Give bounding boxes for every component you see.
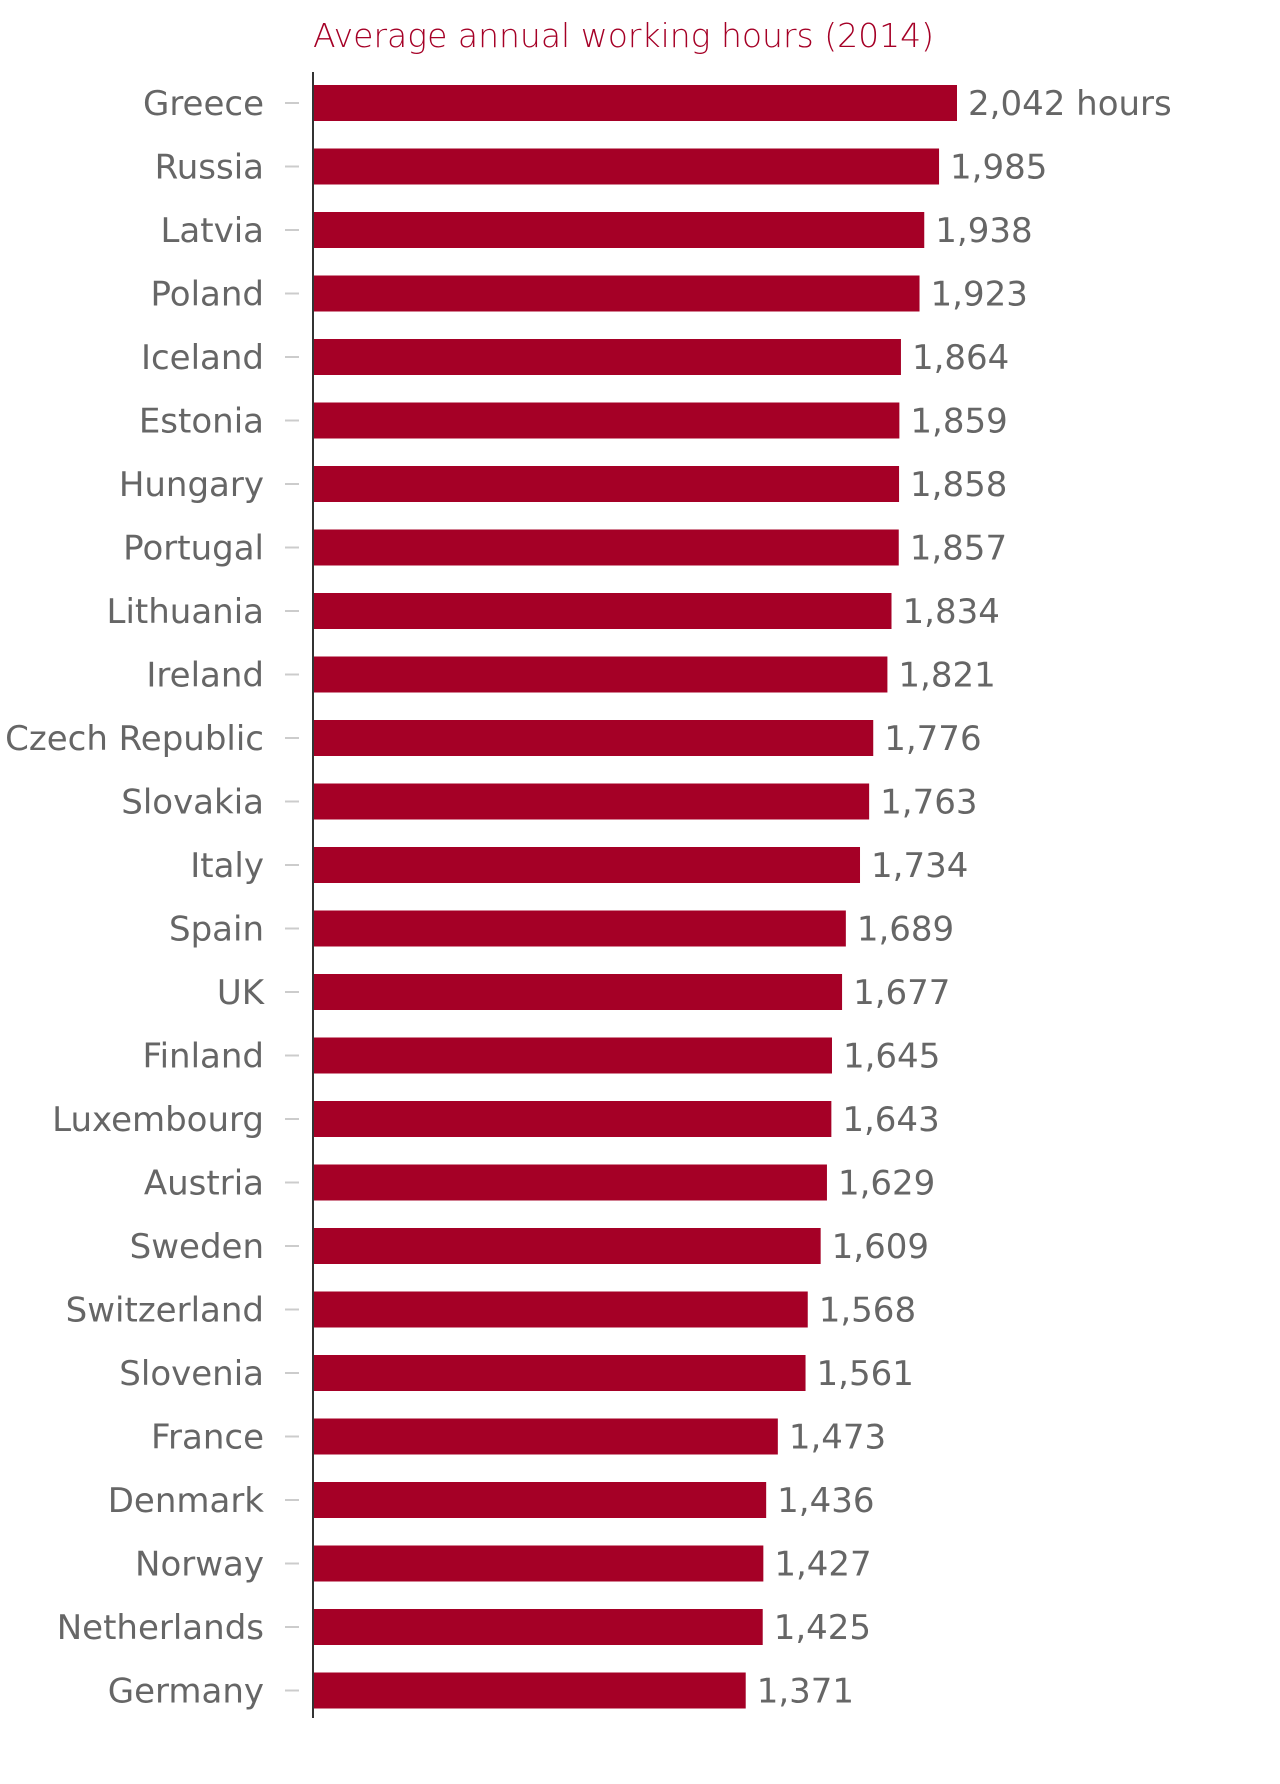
- category-label: Iceland: [141, 338, 264, 378]
- category-label: Denmark: [108, 1481, 265, 1521]
- bar: [314, 1164, 827, 1201]
- value-label: 1,677: [853, 973, 950, 1013]
- value-label: 1,834: [903, 592, 1000, 632]
- value-label: 1,776: [884, 719, 981, 759]
- value-label: 1,689: [857, 910, 954, 950]
- category-label: Lithuania: [107, 592, 264, 632]
- bar: [314, 1355, 806, 1391]
- bar: [314, 1672, 746, 1709]
- value-label: 1,473: [789, 1418, 886, 1458]
- bar: [314, 974, 843, 1010]
- category-label: Norway: [135, 1545, 264, 1585]
- value-label: 1,821: [898, 656, 995, 696]
- value-label: 1,938: [935, 211, 1032, 251]
- category-label: Slovenia: [119, 1354, 264, 1394]
- category-label: Luxembourg: [52, 1100, 264, 1140]
- chart-title: Average annual working hours (2014): [313, 16, 934, 55]
- value-label: 1,427: [774, 1545, 871, 1585]
- bar: [314, 529, 899, 566]
- category-label: Estonia: [139, 402, 264, 442]
- bar: [314, 212, 925, 248]
- bar: [314, 466, 900, 502]
- category-label: Sweden: [130, 1227, 264, 1267]
- category-label: Slovakia: [121, 783, 264, 823]
- category-label: Portugal: [123, 529, 264, 569]
- category-label: UK: [217, 973, 266, 1013]
- bar: [314, 1482, 767, 1518]
- value-label: 1,609: [832, 1227, 929, 1267]
- bar: [314, 720, 874, 756]
- bar: [314, 339, 901, 375]
- bar: [314, 593, 892, 629]
- category-label: Austria: [144, 1164, 264, 1204]
- category-label: Ireland: [146, 656, 264, 696]
- category-label: Finland: [143, 1037, 265, 1077]
- bar: [314, 275, 920, 312]
- value-label: 1,561: [817, 1354, 914, 1394]
- category-label: France: [151, 1418, 264, 1458]
- value-label: 1,436: [777, 1481, 874, 1521]
- value-label: 1,864: [912, 338, 1009, 378]
- value-label: 1,734: [871, 846, 968, 886]
- value-label: 1,985: [950, 148, 1047, 188]
- bar: [314, 1291, 808, 1328]
- value-label: 1,568: [819, 1291, 916, 1331]
- bar: [314, 847, 861, 883]
- bar: [314, 1418, 778, 1455]
- category-label: Latvia: [160, 211, 264, 251]
- category-label: Netherlands: [57, 1608, 264, 1648]
- value-label: 1,629: [838, 1164, 935, 1204]
- value-label: 1,857: [910, 529, 1007, 569]
- category-label: Poland: [150, 275, 264, 315]
- bar: [314, 1609, 763, 1645]
- category-label: Switzerland: [66, 1291, 264, 1331]
- bar: [314, 402, 900, 439]
- value-label: 1,923: [931, 275, 1028, 315]
- bar: [314, 910, 846, 947]
- category-label: Italy: [190, 846, 264, 886]
- category-label: Czech Republic: [5, 719, 264, 759]
- bar: [314, 1545, 764, 1582]
- bar: [314, 656, 888, 693]
- value-label: 1,643: [842, 1100, 939, 1140]
- category-label: Hungary: [119, 465, 264, 505]
- category-label: Germany: [108, 1672, 264, 1712]
- category-label: Greece: [143, 84, 264, 124]
- bar: [314, 1101, 832, 1137]
- bar: [314, 148, 940, 185]
- bar: [314, 1228, 821, 1264]
- category-label: Russia: [155, 148, 264, 188]
- bar: [314, 1037, 832, 1074]
- value-label: 1,858: [910, 465, 1007, 505]
- bar: [314, 783, 870, 820]
- value-label: 1,645: [843, 1037, 940, 1077]
- value-label: 1,425: [774, 1608, 871, 1648]
- value-label: 1,859: [910, 402, 1007, 442]
- bar: [314, 85, 957, 121]
- value-label: 2,042 hours: [968, 84, 1172, 124]
- value-label: 1,763: [880, 783, 977, 823]
- value-label: 1,371: [757, 1672, 854, 1712]
- category-label: Spain: [169, 910, 264, 950]
